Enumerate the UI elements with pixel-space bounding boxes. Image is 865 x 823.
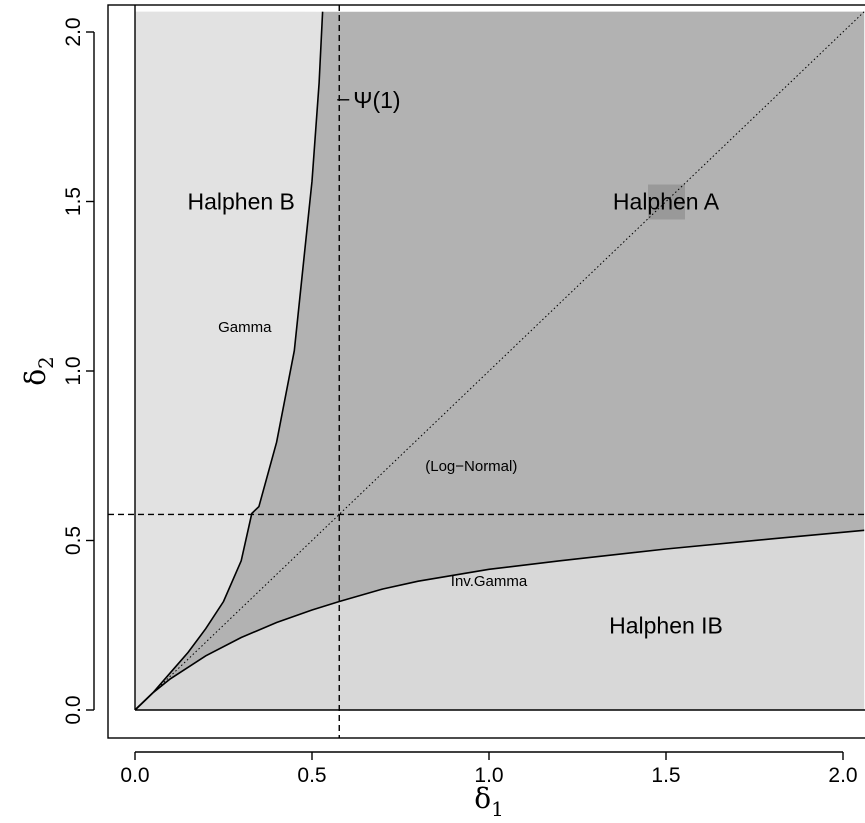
y-tick-label: 2.0 <box>62 17 85 46</box>
region-label-halphen-b: Halphen B <box>187 189 294 215</box>
plot-box <box>107 4 865 739</box>
region-label-halphen-a: Halphen A <box>613 189 720 215</box>
log-normal-line <box>134 11 865 711</box>
region-label-halphen-ib: Halphen IB <box>609 612 723 638</box>
reference-lines <box>108 5 865 738</box>
curves <box>134 5 865 711</box>
curve-label-gamma: Gamma <box>218 319 272 336</box>
x-tick-label: 1.5 <box>651 764 680 787</box>
gamma-curve <box>134 11 324 711</box>
x-tick-label: 1.0 <box>474 764 503 787</box>
inv-gamma-curve <box>134 529 865 711</box>
curve-label-log-normal: (Log−Normal) <box>425 458 517 475</box>
x-tick-label: 0.5 <box>297 764 326 787</box>
axes: 0.0 0.5 1.0 1.5 2.0 0.0 0.5 1.0 1.5 2.0 δ1 δ2 <box>19 17 858 821</box>
region-halphen-ib <box>135 530 865 710</box>
region-fills <box>108 5 865 738</box>
x-tick-label: 0.0 <box>120 764 149 787</box>
plot-frame <box>107 4 865 739</box>
left-margin-fill <box>108 5 135 738</box>
x-axis-title: δ1 <box>474 782 504 821</box>
label-highlight-patch <box>648 184 685 220</box>
region-halphen-b <box>135 11 323 711</box>
x-tick-label: 2.0 <box>828 764 857 787</box>
y-axis-title: δ2 <box>19 356 58 386</box>
annotations: Halphen B Halphen A Halphen IB Gamma Inv.Gam… <box>187 87 722 638</box>
y-tick-label: 0.0 <box>62 695 85 724</box>
curve-label-inv-gamma: Inv.Gamma <box>451 573 528 590</box>
psi-label: Ψ(1) <box>353 87 400 113</box>
y-tick-label: 1.5 <box>62 187 85 216</box>
y-tick-label: 0.5 <box>62 526 85 555</box>
bottom-margin-fill <box>108 710 865 738</box>
y-tick-label: 1.0 <box>62 356 85 385</box>
